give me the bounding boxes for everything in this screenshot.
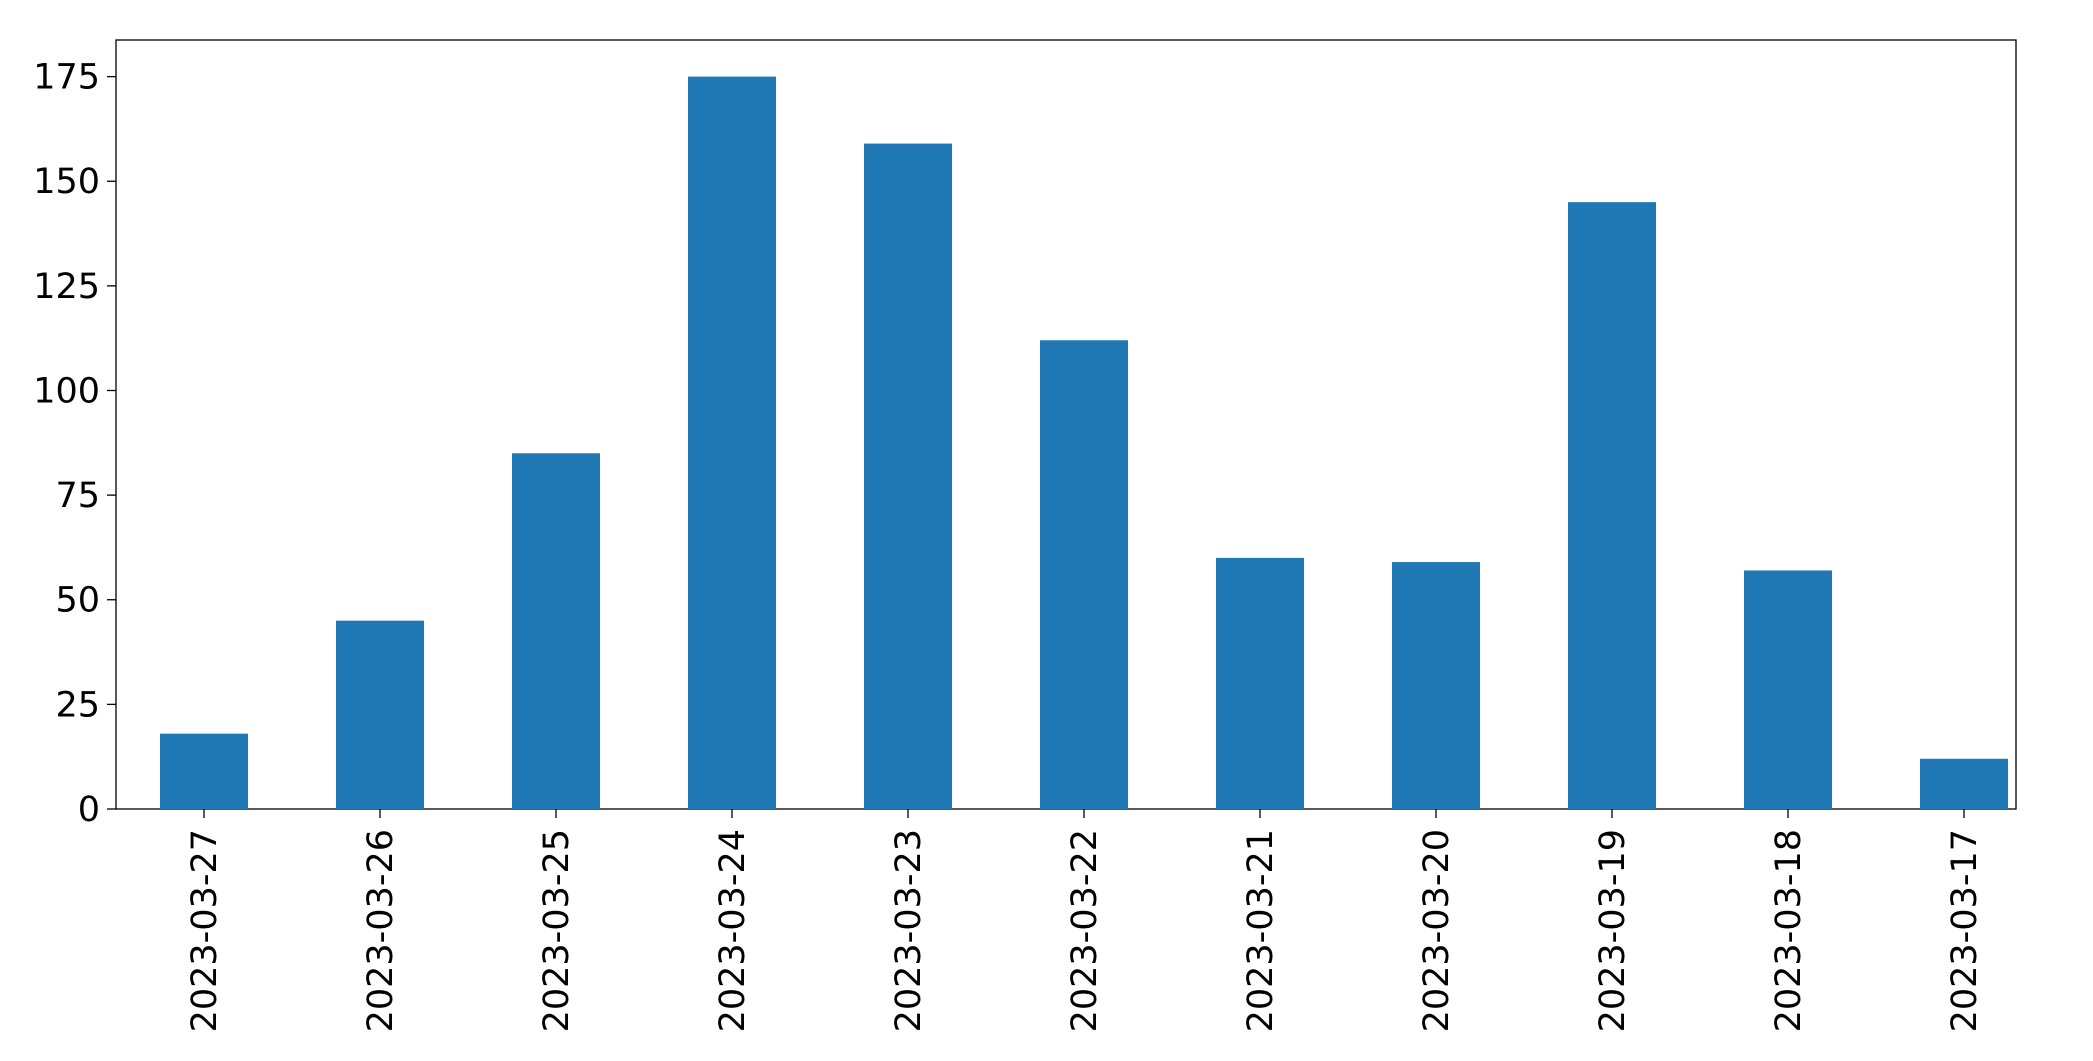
- bar: [1568, 202, 1656, 810]
- bar: [336, 620, 424, 809]
- y-tick-label: 50: [55, 581, 100, 621]
- bar: [160, 733, 248, 809]
- bar: [1744, 570, 1832, 809]
- y-tick-label: 175: [33, 58, 100, 98]
- bar: [1040, 340, 1128, 809]
- y-tick-label: 150: [33, 162, 100, 202]
- x-tick-label: 2023-03-18: [1769, 829, 1809, 1032]
- x-tick-label: 2023-03-22: [1065, 829, 1105, 1032]
- x-tick-label: 2023-03-24: [713, 829, 753, 1032]
- bar: [688, 76, 776, 810]
- bar: [864, 143, 952, 809]
- x-tick-label: 2023-03-21: [1241, 829, 1281, 1032]
- x-tick-label: 2023-03-25: [537, 829, 577, 1032]
- bar: [1920, 758, 2008, 809]
- y-tick-label: 25: [55, 685, 100, 725]
- x-tick-label: 2023-03-17: [1945, 829, 1985, 1032]
- bar: [512, 453, 600, 809]
- y-tick-label: 100: [33, 371, 100, 411]
- y-tick-label: 125: [33, 267, 100, 307]
- x-tick-label: 2023-03-19: [1593, 829, 1633, 1032]
- x-tick-label: 2023-03-26: [361, 829, 401, 1032]
- bar: [1392, 562, 1480, 809]
- x-tick-label: 2023-03-23: [889, 829, 929, 1032]
- y-tick-label: 75: [55, 476, 100, 516]
- x-tick-label: 2023-03-20: [1417, 829, 1457, 1032]
- y-tick-label: 0: [78, 790, 100, 830]
- bar: [1216, 557, 1304, 809]
- x-tick-label: 2023-03-27: [185, 829, 225, 1032]
